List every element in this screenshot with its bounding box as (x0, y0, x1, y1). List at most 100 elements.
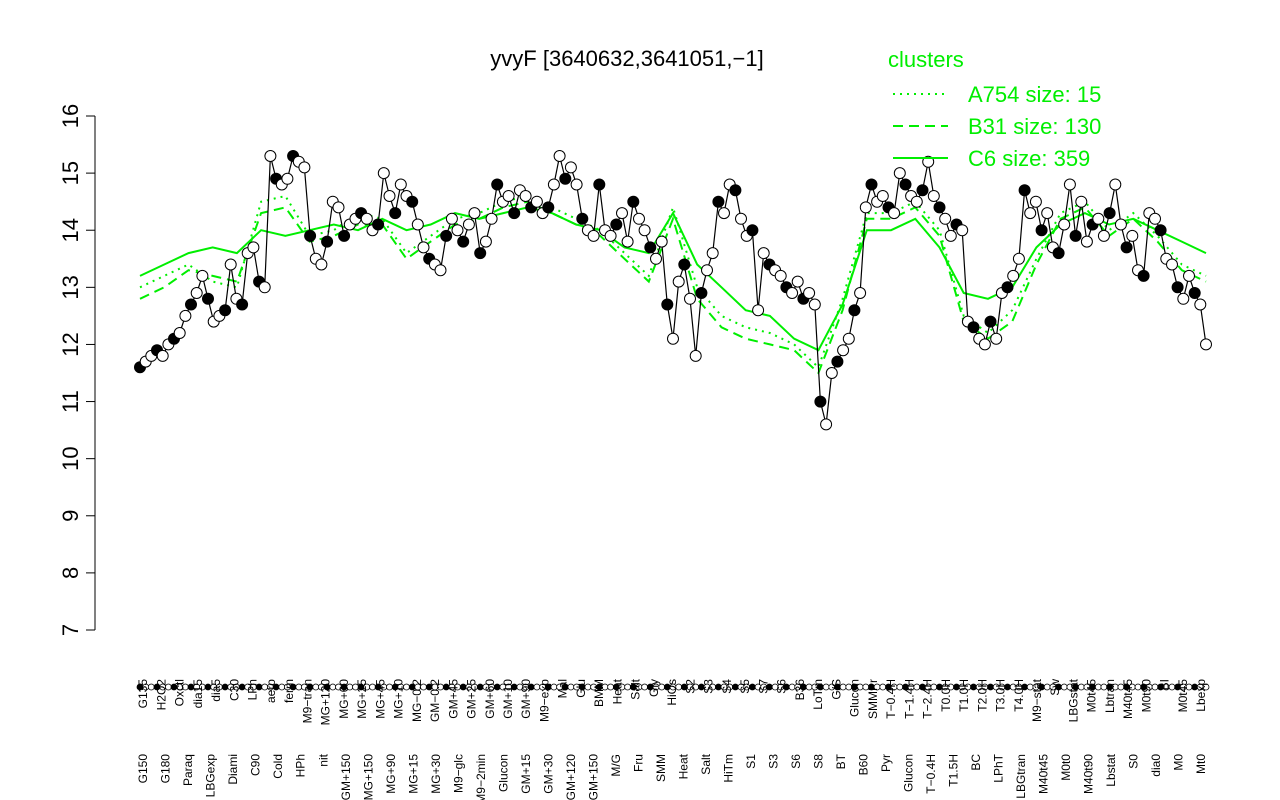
y-tick-label: 12 (58, 332, 83, 356)
data-point (1024, 207, 1037, 220)
y-tick-label: 11 (58, 390, 83, 413)
condition-label-bottom: LBGtran (1014, 754, 1028, 799)
data-point (735, 212, 747, 225)
data-point (956, 224, 969, 237)
data-point (814, 395, 827, 408)
y-tick-label: 15 (58, 161, 83, 185)
data-point (281, 172, 294, 185)
condition-label-bottom: M9−2min (474, 754, 488, 800)
legend-title: clusters (888, 47, 964, 72)
data-point (547, 178, 560, 191)
chart-title: yvyF [3640632,3641051,−1] (490, 46, 763, 71)
data-point (377, 167, 390, 180)
data-point (202, 292, 214, 305)
data-point (650, 252, 662, 265)
data-point (910, 195, 923, 208)
data-point (224, 258, 237, 271)
condition-label-top: MG+45 (373, 679, 387, 719)
condition-label-bottom: Glucon (902, 754, 916, 792)
condition-label-top: S4 (720, 679, 734, 694)
condition-label-top: M0t45 (1176, 679, 1190, 713)
data-point (196, 269, 209, 282)
data-point (474, 247, 487, 260)
condition-label-bottom: GM+150 (586, 754, 600, 800)
data-point (179, 309, 192, 322)
condition-label-top: Lbtran (1103, 679, 1117, 713)
data-point (491, 178, 504, 191)
data-point (1120, 241, 1133, 254)
data-point (967, 321, 980, 334)
data-point (695, 287, 708, 299)
data-point (718, 207, 730, 220)
data-point (451, 224, 464, 237)
data-point (236, 298, 249, 311)
condition-label-top: GM−0.2 (428, 679, 442, 722)
data-point (587, 229, 600, 242)
legend-label: C6 size: 359 (968, 146, 1090, 171)
data-point (411, 218, 424, 231)
data-point (468, 207, 481, 220)
condition-label-top: MG+25 (355, 679, 369, 719)
data-point (1114, 218, 1127, 231)
condition-label-top: Mal (556, 679, 570, 698)
condition-labels-top: G135 H2O2 Oxctl dia15 dia5 C30 LPh aero ferm M9−t… (136, 678, 1208, 725)
condition-label-bottom: S3 (766, 754, 780, 769)
data-point (786, 287, 799, 299)
data-point (219, 304, 232, 317)
condition-labels-bottom: G150 G180 Paraq LBGexp Diami C90 Cold HPh nit GM+… (136, 753, 1208, 800)
data-point (1075, 195, 1088, 208)
data-point (825, 367, 838, 379)
data-point (1063, 178, 1076, 191)
condition-label-bottom: B60 (857, 754, 871, 776)
data-point (338, 229, 351, 242)
condition-label-top: M0t45 (1085, 679, 1099, 713)
condition-label-top: M9−exp (537, 679, 551, 722)
condition-label-bottom: dia0 (1149, 754, 1163, 777)
condition-label-top: M9−stat (1030, 678, 1044, 722)
condition-label-bottom: T1.5H (947, 754, 961, 787)
condition-label-bottom: BC (969, 754, 983, 771)
condition-label-top: aero (264, 679, 278, 703)
data-point (258, 281, 271, 294)
y-tick-label: 13 (58, 275, 83, 299)
condition-label-bottom: LPhT (992, 753, 1006, 782)
condition-rug (136, 683, 1210, 691)
data-point (457, 235, 470, 248)
condition-label-top: M40t45 (1121, 679, 1135, 719)
data-point (842, 332, 855, 345)
data-point (190, 287, 203, 299)
condition-label-bottom: Salt (699, 753, 713, 774)
condition-label-bottom: MG+90 (384, 754, 398, 794)
condition-label-top: dia5 (209, 679, 223, 702)
condition-label-top: LoTm (811, 679, 825, 710)
condition-label-top: GM+45 (446, 679, 460, 719)
data-point (1035, 224, 1048, 237)
condition-label-bottom: GM+30 (541, 754, 555, 794)
condition-label-bottom: Glucon (496, 754, 510, 792)
data-point (927, 190, 940, 202)
data-point (1058, 218, 1071, 231)
data-point (859, 201, 872, 214)
condition-label-bottom: Heat (676, 753, 690, 779)
condition-label-top: Gly (647, 679, 661, 697)
data-point (576, 212, 589, 225)
data-point (644, 241, 657, 254)
data-point (633, 212, 645, 225)
data-point (570, 178, 583, 191)
data-point (899, 178, 912, 191)
data-point (1200, 338, 1212, 351)
condition-label-bottom: Lbstat (1104, 753, 1118, 786)
data-point (394, 178, 407, 191)
data-point (831, 355, 844, 368)
data-point (530, 195, 543, 208)
data-point (417, 241, 430, 254)
condition-label-bottom: M40t90 (1082, 754, 1096, 794)
data-point (1126, 229, 1139, 242)
condition-label-top: SMMPr (866, 679, 880, 719)
condition-label-top: Lbexp (1194, 679, 1208, 712)
legend-label: A754 size: 15 (968, 82, 1101, 107)
data-point (298, 161, 311, 174)
condition-label-top: S7 (756, 679, 770, 694)
data-point (944, 229, 957, 242)
data-point (627, 195, 640, 208)
